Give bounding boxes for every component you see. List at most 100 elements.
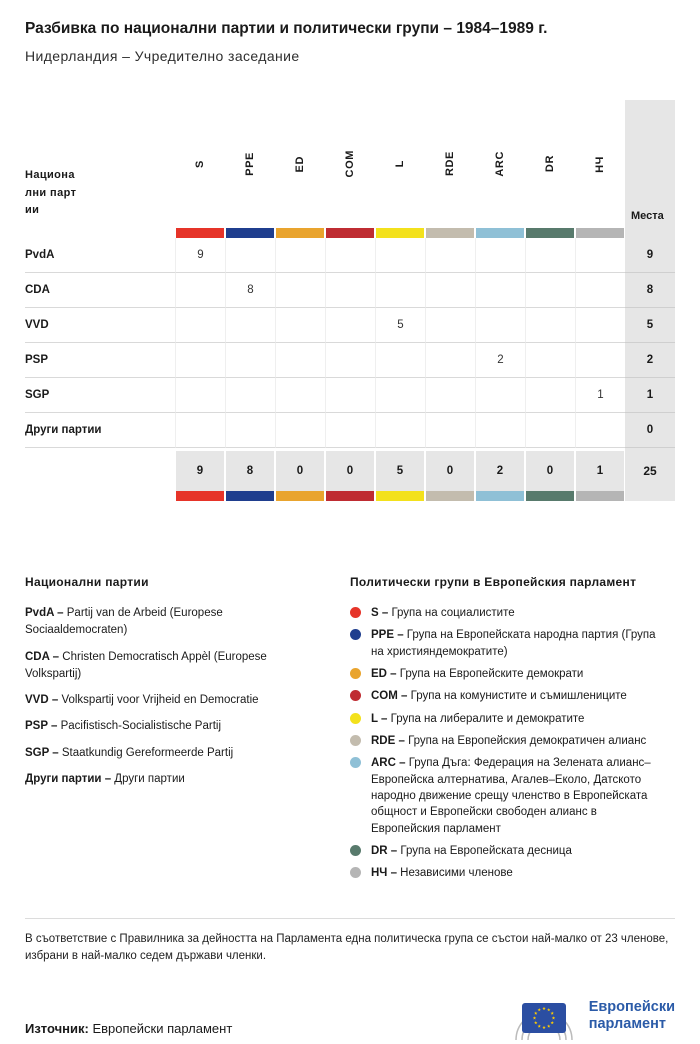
seat-value-cell <box>525 238 575 273</box>
color-bar <box>326 491 374 501</box>
group-legend-text: COM – Група на комунистите и съмишленици… <box>371 690 627 703</box>
bottom-color-bar-DR <box>525 491 575 501</box>
group-total-value: 0 <box>426 451 474 491</box>
party-row-label: Други партии <box>25 413 175 448</box>
footnote: В съответствие с Правилника за дейността… <box>25 932 669 963</box>
seat-value-cell: 2 <box>475 343 525 378</box>
group-color-dot-icon <box>350 844 361 856</box>
bottom-color-bar-ARC <box>475 491 525 501</box>
top-color-bar-НЧ <box>575 228 625 238</box>
group-legend-text: ED – Група на Европейските демократи <box>371 667 584 680</box>
total-seats-cell: 25 <box>625 451 675 491</box>
bottom-color-bar-S <box>175 491 225 501</box>
seat-value-cell <box>475 308 525 343</box>
group-total-value: 8 <box>226 451 274 491</box>
seat-value-cell <box>575 413 625 448</box>
bottom-bar-row-spacer <box>25 491 175 501</box>
top-color-bar-ARC <box>475 228 525 238</box>
group-color-dot-icon <box>350 629 361 641</box>
seat-value-cell <box>175 343 225 378</box>
party-code: VVD – <box>25 694 59 706</box>
group-color-dot-icon <box>350 712 361 724</box>
seat-value-cell <box>275 343 325 378</box>
row-header-cell: Национални партии <box>25 100 175 228</box>
seat-value-cell <box>425 273 475 308</box>
group-color-dot-icon <box>350 607 361 618</box>
column-header-DR: DR <box>525 100 575 228</box>
color-bar <box>526 491 574 501</box>
group-legend-text: PPE – Група на Европейската народна парт… <box>371 629 656 658</box>
source-text: Европейски парламент <box>92 1021 233 1037</box>
political-group-legend-item: НЧ – Независими членове <box>350 865 670 881</box>
column-header-ARC: ARC <box>475 100 525 228</box>
column-header-COM: COM <box>325 100 375 228</box>
top-color-bar-COM <box>325 228 375 238</box>
group-code: DR – <box>371 844 398 857</box>
party-seats-cell: 8 <box>625 273 675 308</box>
seat-value-cell <box>175 273 225 308</box>
color-bar <box>526 228 574 238</box>
group-legend-text: RDE – Група на Европейския демократичен … <box>371 734 647 747</box>
national-party-legend-item: SGP – Staatkundig Gereformeerde Partij <box>25 746 234 759</box>
seat-value-cell <box>325 238 375 273</box>
political-group-legend-item: L – Група на либералите и демократите <box>350 711 670 727</box>
seat-value-cell <box>225 413 275 448</box>
eu-flag-icon <box>521 1003 566 1034</box>
group-total-RDE: 0 <box>425 451 475 491</box>
seat-value-cell <box>375 413 425 448</box>
seat-value-cell <box>225 308 275 343</box>
political-group-legend-item: COM – Група на комунистите и съмишленици… <box>350 688 670 704</box>
group-code: НЧ – <box>371 867 397 880</box>
column-header-label: ED <box>294 155 306 173</box>
seat-value-cell <box>325 378 375 413</box>
top-seats-bar-cell <box>625 228 675 238</box>
ep-logo-mark <box>514 1003 573 1041</box>
seat-value-cell <box>575 343 625 378</box>
bottom-color-bar-ED <box>275 491 325 501</box>
bottom-color-bar-НЧ <box>575 491 625 501</box>
seat-value-cell <box>475 238 525 273</box>
political-group-legend-item: PPE – Група на Европейската народна парт… <box>350 627 670 660</box>
bottom-color-bar-COM <box>325 491 375 501</box>
footer: Източник: Европейски парламент Европейск… <box>25 988 675 1044</box>
ep-logo-text: Европейски парламент <box>589 999 675 1034</box>
group-code: COM – <box>371 690 408 703</box>
top-color-bar-DR <box>525 228 575 238</box>
seat-value-cell <box>525 378 575 413</box>
seat-value-cell <box>425 238 475 273</box>
seat-value-cell <box>475 378 525 413</box>
national-parties-heading: Национални партии <box>25 575 149 589</box>
color-bar <box>426 491 474 501</box>
party-seats-cell: 9 <box>625 238 675 273</box>
source-line: Източник: Европейски парламент <box>25 1021 232 1036</box>
group-total-value: 1 <box>576 451 624 491</box>
seats-table: Национални партии S PPE ED COM L RDE ARC DR НЧ Мес… <box>25 100 675 501</box>
page-title: Разбивка по национални партии и политиче… <box>25 20 548 37</box>
seat-value-cell <box>225 378 275 413</box>
color-bar <box>476 228 524 238</box>
political-group-legend-item: ARC – Група Дъга: Федерация на Зелената … <box>350 755 670 837</box>
party-seats-cell: 2 <box>625 343 675 378</box>
group-color-dot-icon <box>350 667 361 679</box>
column-header-label: PPE <box>244 152 256 176</box>
political-group-legend-item: RDE – Група на Европейския демократичен … <box>350 733 670 749</box>
eu-stars-icon <box>532 1006 555 1030</box>
ep-logo-line1: Европейски <box>588 998 675 1015</box>
seat-value-cell <box>375 378 425 413</box>
column-header-S: S <box>175 100 225 228</box>
group-total-value: 0 <box>276 451 324 491</box>
ep-logo: Европейски парламент <box>507 988 675 1044</box>
row-header-label: Национални партии <box>25 169 77 217</box>
seats-header-label: Места <box>631 210 664 222</box>
totals-row-label <box>25 451 175 491</box>
legends: Национални партии PvdA – Partij van de A… <box>25 575 675 888</box>
seat-value-cell <box>275 308 325 343</box>
seat-value-cell <box>225 238 275 273</box>
color-bar <box>376 228 424 238</box>
seat-value-cell <box>325 343 375 378</box>
column-header-label: ARC <box>494 151 506 177</box>
bottom-color-bar-PPE <box>225 491 275 501</box>
group-total-ED: 0 <box>275 451 325 491</box>
color-bar <box>376 491 424 501</box>
